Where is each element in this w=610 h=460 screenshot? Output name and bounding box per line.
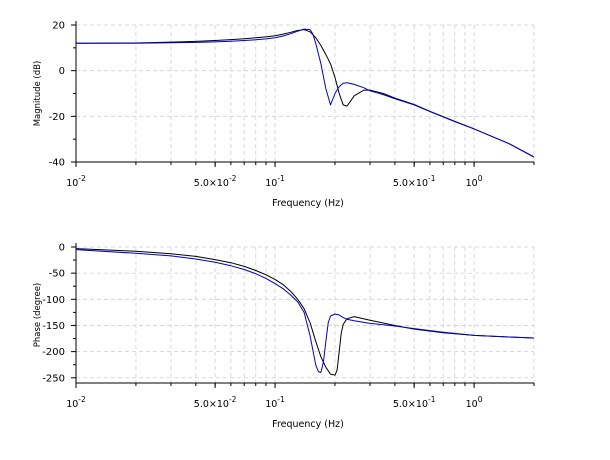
x-tick-label-exponent: -2 (229, 174, 237, 183)
x-tick-label-base: 5.0×10 (393, 399, 428, 410)
x-tick-label-exponent: -1 (428, 395, 436, 404)
y-tick-label: -150 (42, 321, 65, 332)
x-tick-label: 10-1 (265, 174, 285, 189)
x-tick-label-base: 10 (66, 399, 78, 410)
x-tick-label-exponent: -1 (277, 395, 285, 404)
x-tick-label: 5.0×10-1 (393, 395, 436, 410)
x-tick-label-base: 5.0×10 (393, 178, 428, 189)
series-line-blue (75, 249, 535, 373)
x-tick-label: 5.0×10-2 (194, 174, 237, 189)
y-axis-label: Phase (degree) (33, 283, 43, 348)
y-axis-label: Magnitude (dB) (33, 61, 43, 127)
x-tick-label-base: 5.0×10 (194, 399, 229, 410)
x-tick-label: 100 (466, 174, 483, 189)
phase-plot: 10-2 5.0×10-2 10-1 5.0×10-1 1000-50-100-150-… (33, 243, 535, 430)
series-line-blue (76, 28, 535, 158)
x-tick-label-base: 10 (66, 178, 78, 189)
x-tick-label-base: 10 (265, 399, 277, 410)
x-tick-label-base: 5.0×10 (194, 178, 229, 189)
x-axis-label: Frequency (Hz) (272, 198, 344, 209)
x-tick-label-exponent: -1 (277, 174, 285, 183)
x-tick-label: 10-2 (66, 174, 86, 189)
y-tick-label: -20 (49, 112, 65, 123)
x-tick-label: 5.0×10-1 (393, 174, 436, 189)
x-tick-label: 10-2 (66, 395, 86, 410)
magnitude-plot: 10-2 5.0×10-2 10-1 5.0×10-1 100200-20-40Freq… (33, 21, 535, 209)
y-tick-label: -50 (49, 269, 65, 280)
series-line-black (75, 29, 535, 158)
y-tick-label: -100 (42, 295, 65, 306)
x-tick-label: 10-1 (265, 395, 285, 410)
x-tick-label-base: 10 (265, 178, 277, 189)
x-tick-label-base: 10 (466, 178, 478, 189)
x-tick-label-exponent: -2 (78, 174, 86, 183)
x-tick-label-exponent: -2 (229, 395, 237, 404)
x-axis-label: Frequency (Hz) (272, 419, 344, 430)
y-tick-label: -200 (42, 347, 65, 358)
x-tick-label-base: 10 (466, 399, 478, 410)
y-tick-label: -250 (42, 373, 65, 384)
x-tick-label-exponent: -2 (78, 395, 86, 404)
y-tick-label: -40 (49, 158, 65, 169)
y-tick-label: 0 (59, 66, 65, 77)
x-tick-label-exponent: -1 (428, 174, 436, 183)
series-line-black (75, 248, 535, 376)
y-tick-label: 0 (59, 243, 65, 254)
x-tick-label: 5.0×10-2 (194, 395, 237, 410)
x-tick-label-exponent: 0 (478, 174, 483, 183)
x-tick-label-exponent: 0 (478, 395, 483, 404)
y-tick-label: 20 (52, 21, 65, 32)
x-tick-label: 100 (466, 395, 483, 410)
